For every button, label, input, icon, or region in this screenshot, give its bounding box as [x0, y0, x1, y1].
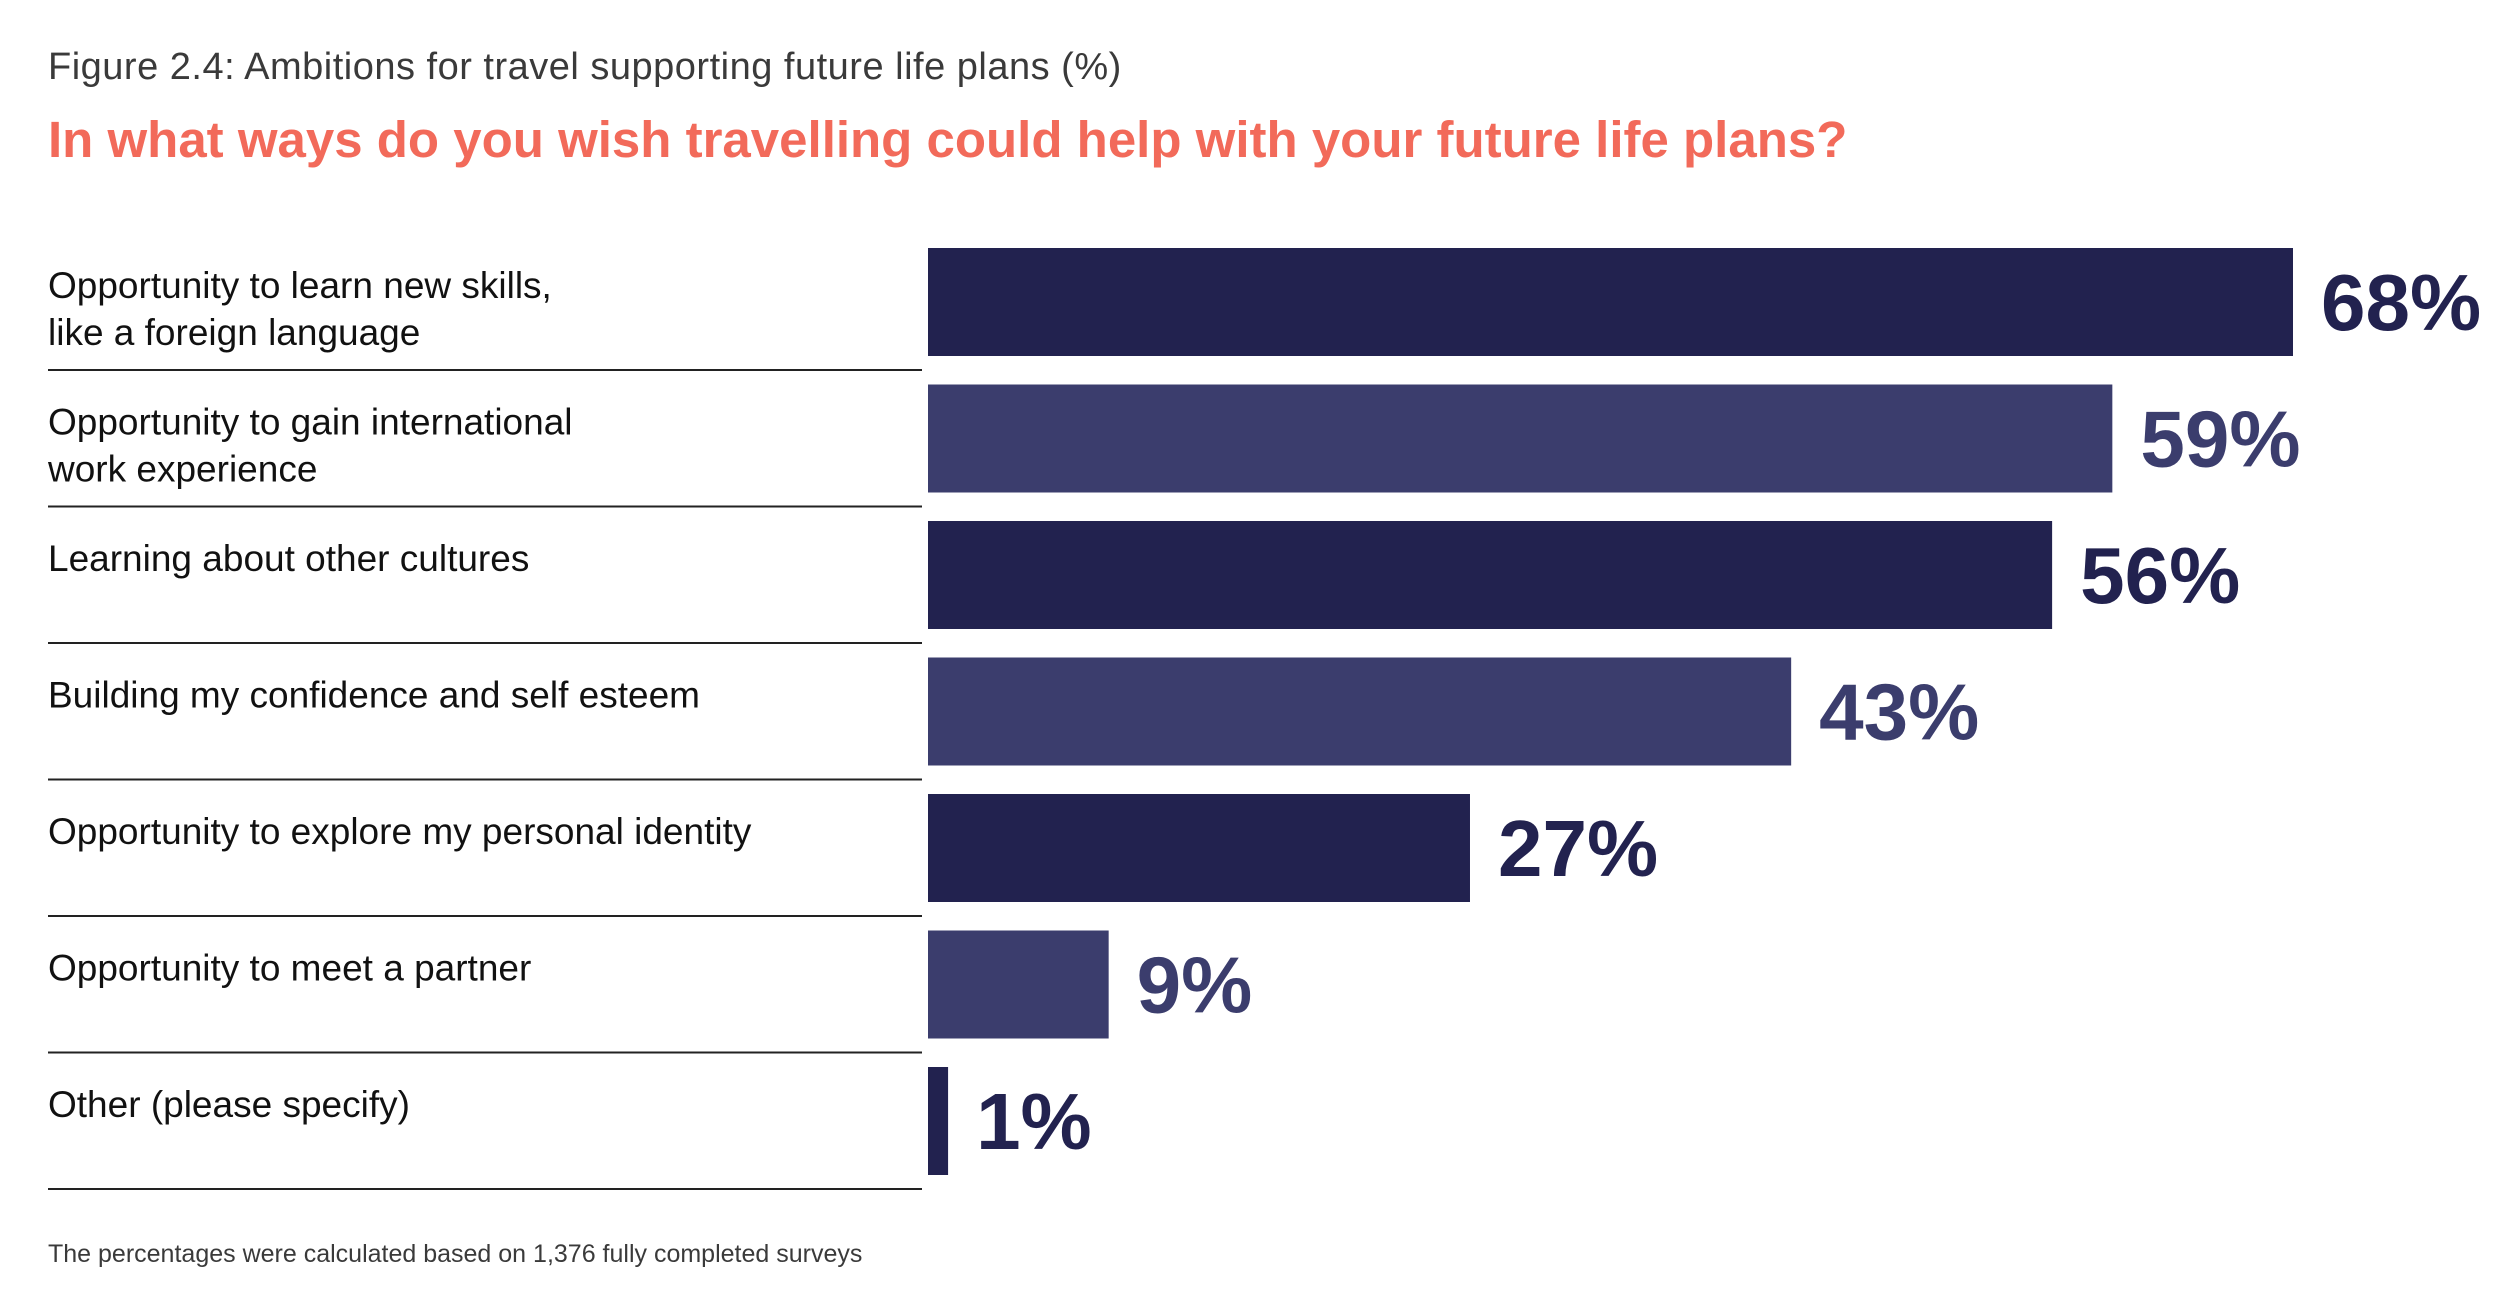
figure-label: Figure 2.4: Ambitions for travel support… [48, 46, 1122, 88]
bar-3 [928, 521, 2053, 629]
category-label-6: Opportunity to meet a partner [48, 948, 531, 989]
value-label-1: 68% [2321, 258, 2481, 347]
footnote: The percentages were calculated based on… [48, 1240, 863, 1268]
value-label-7: 1% [976, 1077, 1092, 1166]
value-label-6: 9% [1137, 941, 1253, 1030]
value-label-3: 56% [2080, 531, 2240, 620]
category-label-7: Other (please specify) [48, 1084, 410, 1125]
bar-2 [928, 384, 2113, 493]
category-label-2-line-1: Opportunity to gain international [48, 402, 573, 443]
bar-5 [928, 794, 1470, 902]
bar-6 [928, 930, 1109, 1039]
category-label-2-line-2: work experience [47, 449, 317, 490]
bar-4 [928, 657, 1792, 766]
value-label-2: 59% [2140, 395, 2300, 484]
category-label-4: Building my confidence and self esteem [48, 675, 700, 716]
category-label-5: Opportunity to explore my personal ident… [48, 811, 752, 852]
bar-7 [928, 1067, 949, 1175]
value-label-5: 27% [1498, 804, 1658, 893]
bar-1 [928, 248, 2293, 356]
value-label-4: 43% [1819, 668, 1979, 757]
category-label-1-line-1: Opportunity to learn new skills, [48, 265, 552, 306]
chart-title: In what ways do you wish travelling coul… [48, 111, 1848, 168]
category-label-3: Learning about other cultures [48, 538, 529, 579]
category-label-1-line-2: like a foreign language [48, 312, 420, 353]
